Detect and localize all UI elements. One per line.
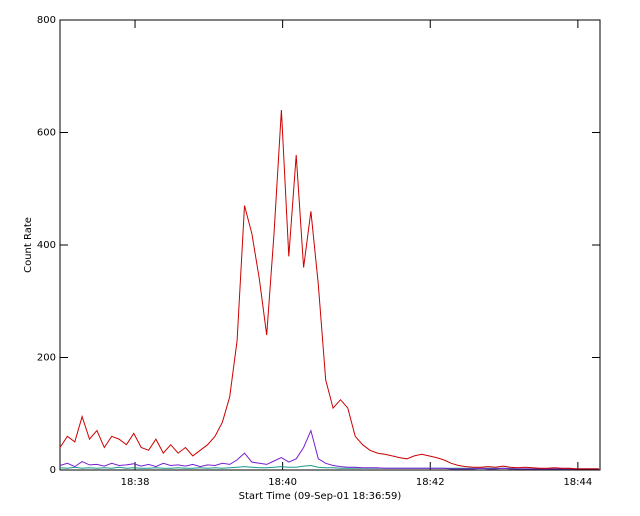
x-tick-label: 18:40 xyxy=(268,477,297,488)
y-tick-label: 200 xyxy=(37,353,56,364)
y-tick-label: 0 xyxy=(50,465,56,476)
y-tick-label: 600 xyxy=(37,128,56,139)
series-line xyxy=(59,109,599,470)
y-tick-label: 400 xyxy=(37,240,56,251)
y-tick-label: 800 xyxy=(37,15,56,26)
x-tick-label: 18:38 xyxy=(121,477,150,488)
x-tick-label: 18:44 xyxy=(563,477,592,488)
y-axis-label: Count Rate xyxy=(23,217,34,273)
x-axis-label: Start Time (09-Sep-01 18:36:59) xyxy=(239,491,402,502)
x-tick-label: 18:42 xyxy=(416,477,445,488)
series-line xyxy=(59,429,599,470)
